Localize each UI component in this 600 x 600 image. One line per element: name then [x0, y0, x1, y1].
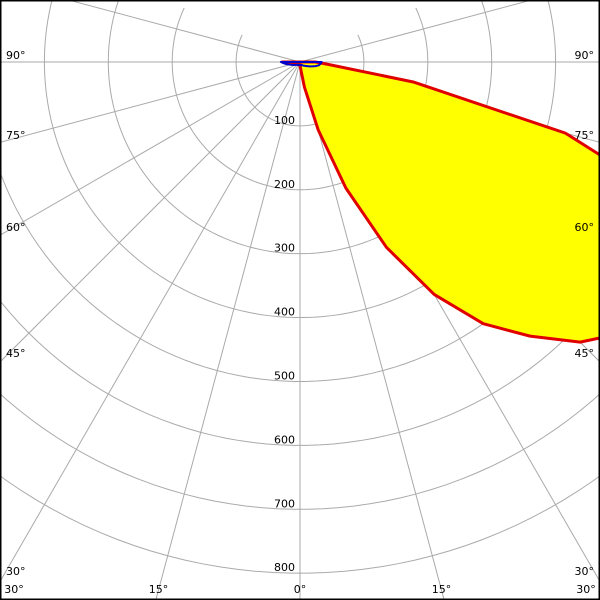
radial-tick-label-400: 400	[274, 306, 295, 319]
grid-ray--75	[0, 61, 301, 143]
series-curve-c90-c270	[279, 61, 323, 68]
radial-tick-label-200: 200	[274, 178, 295, 191]
grid-ray--30	[0, 61, 301, 583]
angular-label-left-30: 30°	[6, 565, 26, 578]
grid-ray--105	[66, 0, 301, 63]
radial-tick-label-100: 100	[274, 114, 295, 127]
radial-tick-labels: 100 200 300 400 500 600 700 800	[274, 114, 295, 574]
radial-tick-label-500: 500	[274, 370, 295, 383]
angular-label-left-75: 75°	[6, 129, 26, 142]
angular-label-right-90: 90°	[575, 49, 595, 62]
grid-ray--45	[0, 61, 301, 363]
angular-label-left-90: 90°	[6, 49, 26, 62]
grid-ray--60	[0, 61, 301, 236]
angular-label-bottom-2: 0°	[294, 583, 307, 596]
radial-tick-label-300: 300	[274, 242, 295, 255]
radial-tick-label-600: 600	[274, 433, 295, 446]
angular-label-bottom-3: 15°	[432, 583, 452, 596]
angular-label-left-45: 45°	[6, 347, 26, 360]
angular-label-bottom-4: 30°	[576, 583, 596, 596]
angular-tick-labels: 90° 75° 60° 45° 30° 90° 75° 60° 45° 30° 30° 15° 0° 15…	[4, 49, 596, 596]
angular-label-right-60: 60°	[575, 221, 595, 234]
radial-tick-label-800: 800	[274, 561, 295, 574]
grid-ray--15	[155, 61, 301, 600]
grid-ray-105	[299, 0, 534, 63]
angular-label-bottom-0: 30°	[4, 583, 24, 596]
angular-label-left-60: 60°	[6, 221, 26, 234]
angular-label-right-45: 45°	[575, 347, 595, 360]
angular-label-right-30: 30°	[575, 565, 595, 578]
angular-label-right-75: 75°	[575, 129, 595, 142]
angular-label-bottom-1: 15°	[149, 583, 169, 596]
grid-ray-15	[299, 61, 445, 600]
radial-tick-label-700: 700	[274, 497, 295, 510]
series-layer	[279, 60, 600, 344]
